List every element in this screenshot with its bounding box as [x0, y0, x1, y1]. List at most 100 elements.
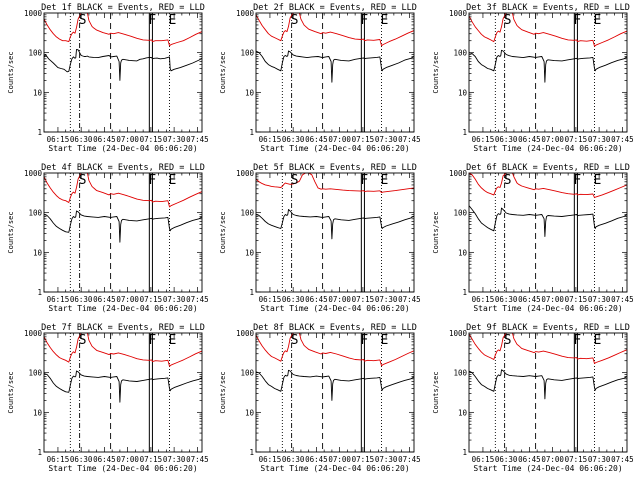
y-tick-label: 100 — [453, 369, 467, 378]
x-tick-label: 06:15 — [47, 135, 70, 144]
event-marker-e: E — [593, 13, 601, 28]
x-tick-label: 07:30 — [163, 455, 186, 464]
x-tick-label: 07:15 — [140, 135, 163, 144]
event-marker-s: S — [504, 333, 512, 348]
panel-title: Det 2f BLACK = Events, RED = LLD — [253, 3, 417, 13]
y-tick-label: 10 — [33, 88, 43, 97]
x-tick-label: 06:45 — [93, 295, 116, 304]
x-tick-label: 06:15 — [259, 135, 282, 144]
y-tick-label: 10 — [458, 248, 468, 257]
x-axis-title: Start Time (24-Dec-04 06:06:20) — [260, 304, 409, 313]
series-lld-line — [256, 333, 414, 367]
x-tick-label: 07:30 — [375, 455, 398, 464]
x-tick-label: 06:15 — [47, 295, 70, 304]
x-tick-label: 06:15 — [472, 295, 495, 304]
plot-frame — [43, 12, 203, 133]
y-tick-label: 1 — [249, 288, 254, 297]
x-axis-title: Start Time (24-Dec-04 06:06:20) — [260, 464, 409, 473]
x-tick-label: 06:45 — [305, 135, 328, 144]
x-axis-title: Start Time (24-Dec-04 06:06:20) — [48, 144, 197, 153]
x-axis-title: Start Time (24-Dec-04 06:06:20) — [473, 304, 622, 313]
y-axis-title: Counts/sec — [219, 371, 227, 413]
x-tick-label: 07:45 — [398, 455, 421, 464]
y-tick-label: 1000 — [236, 169, 255, 178]
y-tick-label: 1000 — [449, 169, 468, 178]
plot-frame — [255, 172, 415, 293]
x-tick-label: 07:00 — [116, 135, 139, 144]
series-events-line — [44, 49, 202, 81]
y-tick-label: 100 — [28, 209, 42, 218]
x-tick-label: 07:45 — [611, 455, 634, 464]
x-tick-label: 06:30 — [495, 295, 518, 304]
x-tick-label: 07:00 — [116, 455, 139, 464]
series-events-line — [44, 370, 202, 403]
y-tick-label: 100 — [240, 49, 254, 58]
panel-title: Det 1f BLACK = Events, RED = LLD — [41, 3, 205, 13]
panel-plot-area — [469, 13, 627, 132]
x-tick-label: 07:15 — [565, 135, 588, 144]
event-marker-f: F — [148, 173, 156, 188]
panel-title: Det 3f BLACK = Events, RED = LLD — [466, 3, 630, 13]
x-tick-label: 06:15 — [472, 455, 495, 464]
x-tick-label: 07:30 — [163, 135, 186, 144]
event-marker-f: F — [148, 13, 156, 28]
x-tick-label: 06:45 — [93, 135, 116, 144]
event-marker-e: E — [168, 13, 176, 28]
x-tick-label: 07:30 — [588, 455, 611, 464]
event-marker-e: E — [593, 333, 601, 348]
series-lld-line — [469, 13, 627, 47]
event-marker-s: S — [504, 173, 512, 188]
x-tick-label: 06:30 — [282, 295, 305, 304]
panel-plot-area — [256, 13, 414, 132]
x-tick-label: 07:45 — [186, 295, 209, 304]
x-tick-label: 06:45 — [305, 295, 328, 304]
series-events-line — [256, 369, 414, 401]
x-tick-label: 06:30 — [70, 135, 93, 144]
x-tick-label: 06:45 — [93, 455, 116, 464]
event-marker-s: S — [79, 333, 87, 348]
y-tick-label: 1 — [37, 448, 42, 457]
y-tick-label: 10 — [245, 248, 255, 257]
x-tick-label: 06:45 — [518, 135, 541, 144]
x-tick-label: 07:00 — [116, 295, 139, 304]
series-lld-line — [256, 13, 414, 47]
series-events-line — [44, 210, 202, 243]
y-tick-label: 1 — [37, 288, 42, 297]
event-marker-f: F — [573, 173, 581, 188]
x-axis-title: Start Time (24-Dec-04 06:06:20) — [260, 144, 409, 153]
series-lld-line — [44, 13, 202, 47]
x-tick-label: 07:30 — [163, 295, 186, 304]
y-tick-label: 1000 — [24, 329, 43, 338]
x-axis-title: Start Time (24-Dec-04 06:06:20) — [48, 464, 197, 473]
x-tick-label: 07:00 — [541, 135, 564, 144]
y-axis-title: Counts/sec — [219, 211, 227, 253]
x-tick-label: 06:30 — [282, 135, 305, 144]
x-tick-label: 07:45 — [611, 135, 634, 144]
y-axis-title: Counts/sec — [7, 51, 15, 93]
x-tick-label: 06:30 — [495, 455, 518, 464]
x-tick-label: 07:15 — [565, 295, 588, 304]
plot-frame — [255, 332, 415, 453]
x-axis-title: Start Time (24-Dec-04 06:06:20) — [473, 464, 622, 473]
y-tick-label: 1 — [462, 128, 467, 137]
y-axis-title: Counts/sec — [219, 51, 227, 93]
panel-plot-area — [44, 13, 202, 132]
panel-plot-area — [44, 173, 202, 292]
y-tick-label: 1000 — [24, 9, 43, 18]
series-events-line — [256, 50, 414, 83]
plot-frame — [43, 332, 203, 453]
series-lld-line — [256, 173, 414, 194]
y-tick-label: 10 — [245, 408, 255, 417]
x-tick-label: 06:45 — [518, 455, 541, 464]
panel-title: Det 8f BLACK = Events, RED = LLD — [253, 323, 417, 333]
x-tick-label: 07:45 — [398, 135, 421, 144]
x-tick-label: 06:15 — [47, 455, 70, 464]
y-tick-label: 100 — [453, 49, 467, 58]
panel-title: Det 6f BLACK = Events, RED = LLD — [466, 163, 630, 173]
event-marker-f: F — [360, 173, 368, 188]
y-axis-title: Counts/sec — [432, 371, 440, 413]
x-tick-label: 07:30 — [588, 135, 611, 144]
